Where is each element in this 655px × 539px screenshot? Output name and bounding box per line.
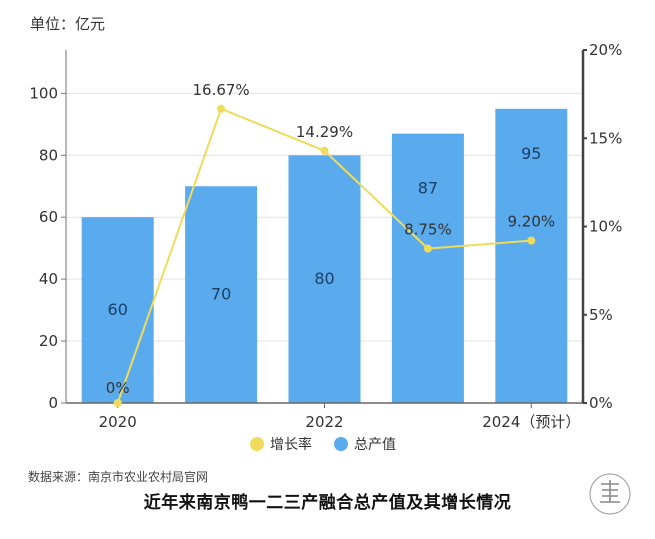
y-left-tick-label: 100 [29, 84, 58, 102]
growth-point [527, 236, 536, 245]
bar-value-label: 80 [314, 269, 334, 288]
legend-marker-growth [250, 437, 264, 451]
y-left-tick-label: 40 [39, 270, 58, 288]
y-right-tick-label: 20% [589, 41, 622, 59]
bar-value-label: 60 [108, 300, 128, 319]
legend-label-output: 总产值 [354, 437, 396, 453]
bar [288, 155, 361, 403]
growth-point [423, 244, 432, 253]
bar [81, 217, 154, 403]
chart-title: 近年来南京鸭一二三产融合总产值及其增长情况 [143, 493, 512, 513]
x-tick-label: 2024（预计） [482, 413, 580, 431]
growth-label: 0% [106, 379, 130, 397]
x-tick-label: 2022 [305, 413, 343, 431]
y-left-tick-label: 60 [39, 208, 58, 226]
y-right-tick-label: 15% [589, 129, 622, 147]
y-right-tick-label: 0% [589, 394, 613, 412]
combo-chart: 0 20 40 60 80 100 0% 5% 10% 15% 20% 2020 2022 2024（预计… [29, 41, 622, 453]
legend-label-growth: 增长率 [270, 436, 312, 453]
unit-label: 单位：亿元 [30, 15, 106, 33]
growth-label: 8.75% [404, 221, 452, 239]
growth-point [320, 146, 329, 155]
growth-label: 16.67% [192, 81, 249, 99]
y-left-tick-label: 0 [48, 394, 58, 412]
bar [185, 186, 258, 403]
bar-value-label: 70 [211, 285, 231, 304]
bar [391, 133, 464, 403]
y-left-tick-label: 80 [39, 146, 58, 164]
y-left-tick-label: 20 [39, 332, 58, 350]
growth-label: 9.20% [507, 213, 555, 231]
publisher-logo-icon [589, 473, 631, 515]
bar [495, 108, 568, 403]
legend-marker-output [334, 437, 348, 451]
growth-label: 14.29% [296, 123, 353, 141]
growth-point [113, 399, 122, 407]
x-tick-label: 2020 [99, 413, 137, 431]
bar-value-label: 95 [521, 144, 541, 163]
y-right-tick-label: 5% [589, 306, 613, 324]
bar-value-label: 87 [418, 179, 438, 198]
y-right-tick-label: 10% [589, 218, 622, 236]
data-source: 数据来源：南京市农业农村局官网 [28, 470, 209, 484]
growth-point [217, 104, 226, 113]
